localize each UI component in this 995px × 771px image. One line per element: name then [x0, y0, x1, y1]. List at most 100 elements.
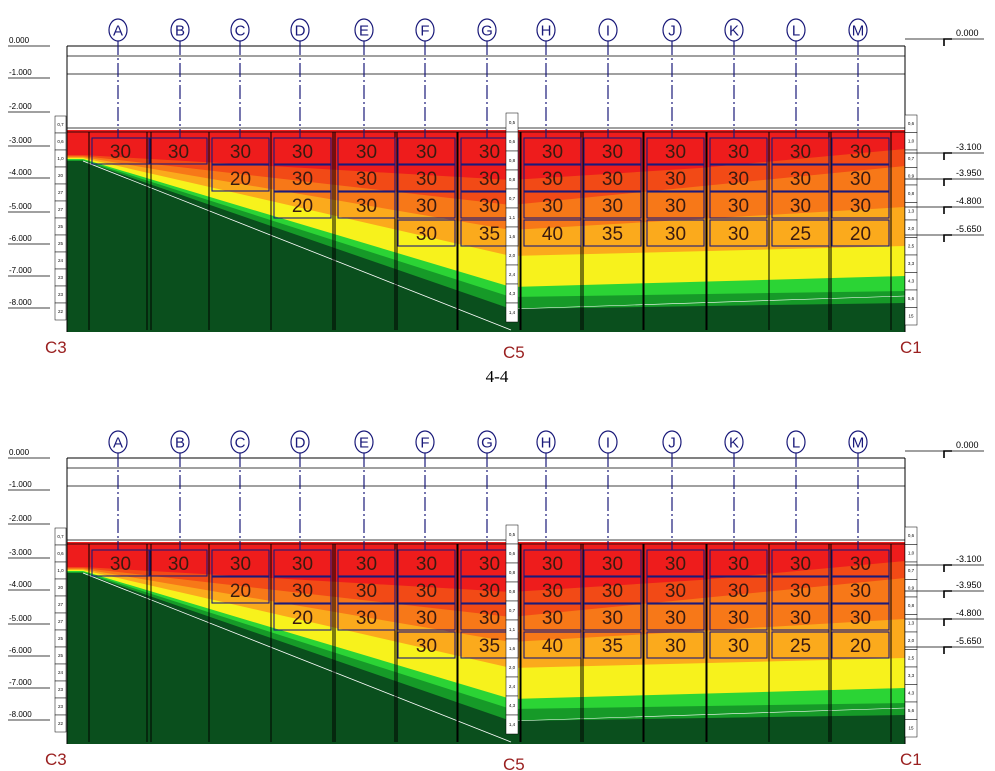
- right-level: -3.100: [956, 142, 982, 152]
- left-elevation: -5.000: [9, 614, 32, 623]
- cell-box: [523, 631, 582, 659]
- cell-box: [709, 164, 768, 192]
- strip-right-value: 15: [908, 314, 914, 319]
- cell-box: [831, 631, 890, 659]
- cell-box: [771, 164, 830, 192]
- strip-left-value: 23: [58, 292, 64, 297]
- strip-right-value: 0,8: [908, 191, 915, 196]
- strip-mid-value: 1,4: [509, 722, 516, 727]
- left-elevation: -1.000: [9, 480, 32, 489]
- cell-box: [397, 191, 456, 219]
- strip-left-value: 25: [58, 224, 64, 229]
- strip-mid-value: 0,7: [509, 196, 516, 201]
- axis-label-a: A: [113, 23, 123, 40]
- diagonal-line: [82, 572, 512, 743]
- cell-value: 30: [479, 608, 500, 629]
- cell-value: 20: [850, 224, 871, 245]
- layer-red: [67, 130, 905, 180]
- cell-value: 30: [602, 554, 623, 575]
- diagonal-line: [82, 160, 512, 331]
- strip-right-value: 1,3: [908, 621, 915, 626]
- cell-box: [523, 549, 582, 577]
- cell-box: [523, 603, 582, 631]
- cell-value: 30: [790, 608, 811, 629]
- cell-value: 30: [356, 142, 377, 163]
- section-label-right: C1: [900, 338, 922, 357]
- cell-box: [709, 191, 768, 219]
- strip-mid-value: 4,3: [509, 703, 516, 708]
- cell-box: [646, 631, 705, 659]
- strip-mid-value: 2,0: [509, 253, 516, 258]
- strip-cell: [904, 719, 918, 738]
- cell-value: 30: [292, 581, 313, 602]
- cell-value: 30: [542, 608, 563, 629]
- strip-mid-value: 0,6: [509, 551, 516, 556]
- cell-box: [273, 549, 332, 577]
- section-top: A B C D E F G H I J K L M 30 30 30 20 30 30 20 30 30 30 30 30 30 3…: [8, 18, 984, 362]
- cell-value: 30: [602, 196, 623, 217]
- cell-box: [397, 576, 456, 604]
- cell-box: [523, 219, 582, 247]
- strip-left-value: 22: [58, 309, 64, 314]
- cell-value: 30: [168, 142, 189, 163]
- cell-value: 30: [602, 608, 623, 629]
- strip-mid-value: 2,0: [509, 665, 516, 670]
- cell-value: 30: [790, 169, 811, 190]
- strip-left-value: 23: [58, 704, 64, 709]
- axis-label-c: C: [235, 23, 246, 40]
- cell-value: 20: [292, 196, 313, 217]
- cell-value: 30: [850, 196, 871, 217]
- strip-right-value: 1,0: [908, 139, 915, 144]
- axis-label-c: C: [235, 435, 246, 452]
- axis-label-m: M: [852, 23, 865, 40]
- left-elevation: -4.000: [9, 168, 32, 177]
- axis-label-g: G: [481, 435, 493, 452]
- strip-mid-value: 0,8: [509, 177, 516, 182]
- cell-value: 30: [168, 554, 189, 575]
- axis-label-i: I: [606, 435, 610, 452]
- cell-box: [831, 191, 890, 219]
- cell-value: 30: [542, 142, 563, 163]
- cell-value: 30: [542, 169, 563, 190]
- cell-value: 30: [850, 142, 871, 163]
- right-level: -3.950: [956, 168, 982, 178]
- cell-value: 30: [728, 196, 749, 217]
- cell-value: 30: [356, 554, 377, 575]
- cell-box: [211, 549, 270, 577]
- transition-line: [510, 707, 906, 722]
- strip-cell: [505, 302, 519, 323]
- cell-value: 25: [790, 224, 811, 245]
- strip-right-value: 2,5: [908, 656, 915, 661]
- strip-cell: [54, 302, 67, 321]
- cell-value: 30: [479, 554, 500, 575]
- strip-left-value: 0,6: [57, 551, 64, 556]
- strip-left-value: 25: [58, 636, 64, 641]
- strip-left-value: 0,7: [57, 534, 64, 539]
- cell-box: [771, 137, 830, 165]
- strip-right-value: 1,0: [908, 551, 915, 556]
- cell-box: [831, 137, 890, 165]
- strip-mid-value: 0,8: [509, 158, 516, 163]
- cell-box: [831, 164, 890, 192]
- strip-left-value: 0,6: [57, 139, 64, 144]
- cell-box: [397, 137, 456, 165]
- cell-value: 30: [665, 636, 686, 657]
- cell-box: [149, 137, 208, 165]
- cell-box: [583, 219, 642, 247]
- cell-value: 30: [665, 142, 686, 163]
- strip-mid-value: 0,7: [509, 608, 516, 613]
- strip-right-value: 3,3: [908, 261, 915, 266]
- strip-right-value: 4,3: [908, 691, 915, 696]
- cell-box: [523, 164, 582, 192]
- section-label-mid: C5: [503, 343, 525, 362]
- cell-box: [831, 219, 890, 247]
- cell-box: [831, 603, 890, 631]
- cell-value: 20: [292, 608, 313, 629]
- axis-label-f: F: [420, 435, 429, 452]
- strip-cell: [904, 307, 918, 326]
- cell-value: 30: [479, 581, 500, 602]
- axis-label-b: B: [175, 23, 185, 40]
- left-elevation: -3.000: [9, 136, 32, 145]
- section-label-left: C3: [45, 338, 67, 357]
- cell-box: [337, 137, 396, 165]
